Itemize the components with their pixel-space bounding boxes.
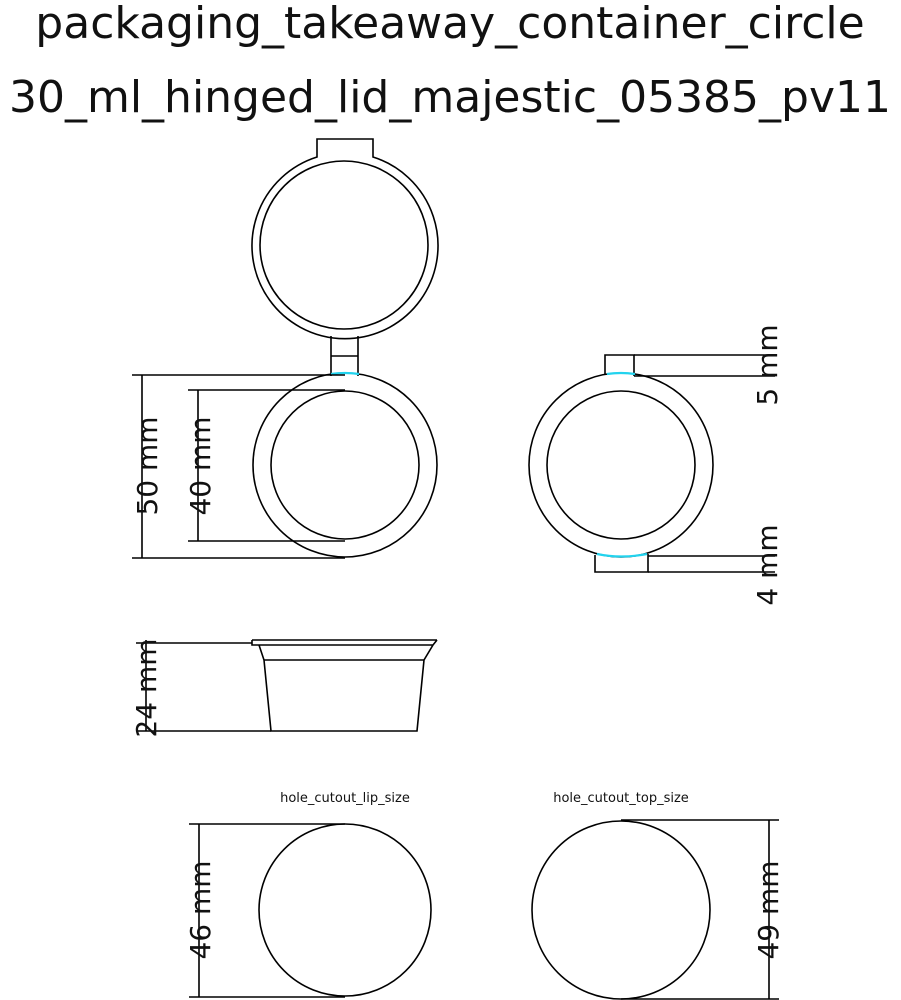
dim-50mm-label: 50 mm xyxy=(131,416,164,515)
dim-5mm-label: 5 mm xyxy=(751,324,784,405)
dim-4mm-label: 4 mm xyxy=(751,524,784,605)
hole-lip-circle xyxy=(258,823,432,997)
dim-hole-top: 49 mm xyxy=(621,819,785,1000)
hole-top-label: hole_cutout_top_size xyxy=(553,791,689,806)
cup-outer-circle xyxy=(252,372,438,558)
dim-bottom-hinge: 4 mm xyxy=(648,524,784,606)
title-line-2: 30_ml_hinged_lid_majestic_05385_pv11 xyxy=(9,72,891,123)
dim-40mm-label: 40 mm xyxy=(184,416,217,515)
hinge-highlight xyxy=(330,371,360,376)
cup-inner-circle-2 xyxy=(546,390,696,540)
bottom-hinge-highlight xyxy=(596,552,648,558)
cup-outer-circle-2 xyxy=(528,372,714,558)
open-container-top-view xyxy=(251,138,439,558)
side-view xyxy=(251,639,438,732)
dim-46mm-label: 46 mm xyxy=(184,860,217,959)
dim-24mm-label: 24 mm xyxy=(130,638,163,737)
bottom-hinge-stub xyxy=(594,554,649,573)
dim-height: 24 mm xyxy=(130,638,271,738)
dim-hole-lip: 46 mm xyxy=(184,823,345,998)
cup-top-view xyxy=(528,354,714,573)
lid-inner-circle xyxy=(259,160,429,330)
cup-inner-circle xyxy=(270,390,420,540)
hinge-connector xyxy=(330,336,359,376)
dim-outer-diameter: 50 mm xyxy=(131,374,345,559)
lid-outline xyxy=(251,138,439,340)
title-line-1: packaging_takeaway_container_circle xyxy=(35,0,864,49)
top-hinge-stub xyxy=(604,354,635,376)
dim-top-hinge: 5 mm xyxy=(634,324,784,406)
hole-top-circle xyxy=(531,820,711,1000)
cup-side-profile xyxy=(251,639,438,732)
dim-inner-diameter: 40 mm xyxy=(184,389,345,542)
top-hinge-highlight xyxy=(606,371,636,376)
hole-lip-label: hole_cutout_lip_size xyxy=(280,791,410,806)
dim-49mm-label: 49 mm xyxy=(752,860,785,959)
